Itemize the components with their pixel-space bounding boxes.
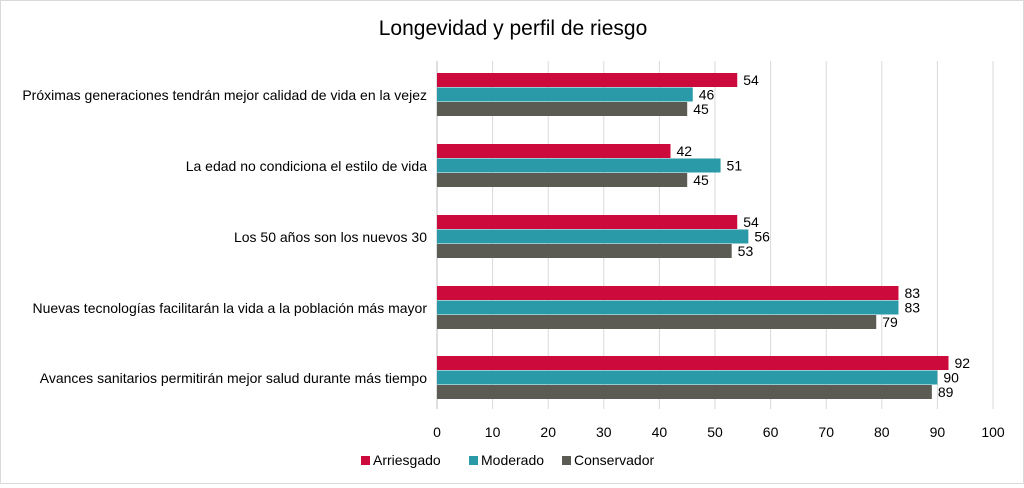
category-label: Próximas generaciones tendrán mejor cali… [22, 87, 427, 103]
bar-arriesgado [437, 286, 899, 300]
x-tick-label: 70 [818, 424, 834, 440]
bar-value-label: 46 [699, 87, 715, 103]
bar-value-label: 83 [904, 300, 920, 316]
x-axis-ticks: 0 10 20 30 40 50 60 70 80 90 100 [433, 424, 1005, 440]
legend-swatch-conservador [562, 456, 571, 465]
bar-conservador [437, 102, 688, 116]
bar-moderado [437, 229, 749, 244]
bar-value-label: 54 [743, 72, 759, 88]
bar-value-label: 92 [955, 355, 971, 371]
legend-swatch-moderado [469, 456, 478, 465]
chart-title: Longevidad y perfil de riesgo [379, 17, 648, 40]
bar-moderado [437, 87, 693, 102]
bar-conservador [437, 385, 932, 399]
bar-value-label: 45 [693, 172, 709, 188]
x-tick-label: 20 [540, 424, 556, 440]
category-labels: Próximas generaciones tendrán mejor cali… [22, 87, 427, 386]
bar-value-label: 79 [882, 314, 898, 330]
bar-value-label: 56 [754, 229, 770, 245]
x-tick-label: 30 [596, 424, 612, 440]
bar-value-label: 53 [738, 243, 754, 259]
bar-moderado [437, 158, 721, 173]
bar-arriesgado [437, 73, 738, 87]
category-label: La edad no condiciona el estilo de vida [186, 158, 428, 174]
bar-value-label: 90 [943, 370, 959, 386]
bar-arriesgado [437, 215, 738, 229]
legend: Arriesgado Moderado Conservador [361, 452, 654, 468]
x-tick-label: 50 [707, 424, 723, 440]
bar-value-label: 45 [693, 101, 709, 117]
x-tick-label: 10 [485, 424, 501, 440]
x-tick-label: 60 [763, 424, 779, 440]
legend-swatch-arriesgado [361, 456, 370, 465]
bar-conservador [437, 173, 688, 187]
legend-label-moderado: Moderado [481, 452, 544, 468]
x-tick-label: 100 [981, 424, 1005, 440]
bar-conservador [437, 315, 877, 329]
x-tick-label: 80 [874, 424, 890, 440]
bars [437, 73, 949, 399]
bar-conservador [437, 244, 732, 258]
bar-value-label: 54 [743, 214, 759, 230]
bar-value-label: 51 [727, 158, 743, 174]
category-label: Avances sanitarios permitirán mejor salu… [40, 370, 427, 386]
x-tick-label: 0 [433, 424, 441, 440]
bar-value-label: 42 [677, 143, 693, 159]
x-tick-label: 40 [652, 424, 668, 440]
x-tick-label: 90 [930, 424, 946, 440]
bar-arriesgado [437, 144, 671, 158]
bar-moderado [437, 370, 938, 385]
legend-label-conservador: Conservador [574, 452, 654, 468]
category-label: Los 50 años son los nuevos 30 [234, 229, 427, 245]
bar-value-label: 89 [938, 384, 954, 400]
bar-value-label: 83 [904, 285, 920, 301]
category-label: Nuevas tecnologías facilitarán la vida a… [32, 300, 427, 316]
bar-moderado [437, 300, 899, 315]
bar-arriesgado [437, 356, 949, 370]
legend-label-arriesgado: Arriesgado [373, 452, 441, 468]
